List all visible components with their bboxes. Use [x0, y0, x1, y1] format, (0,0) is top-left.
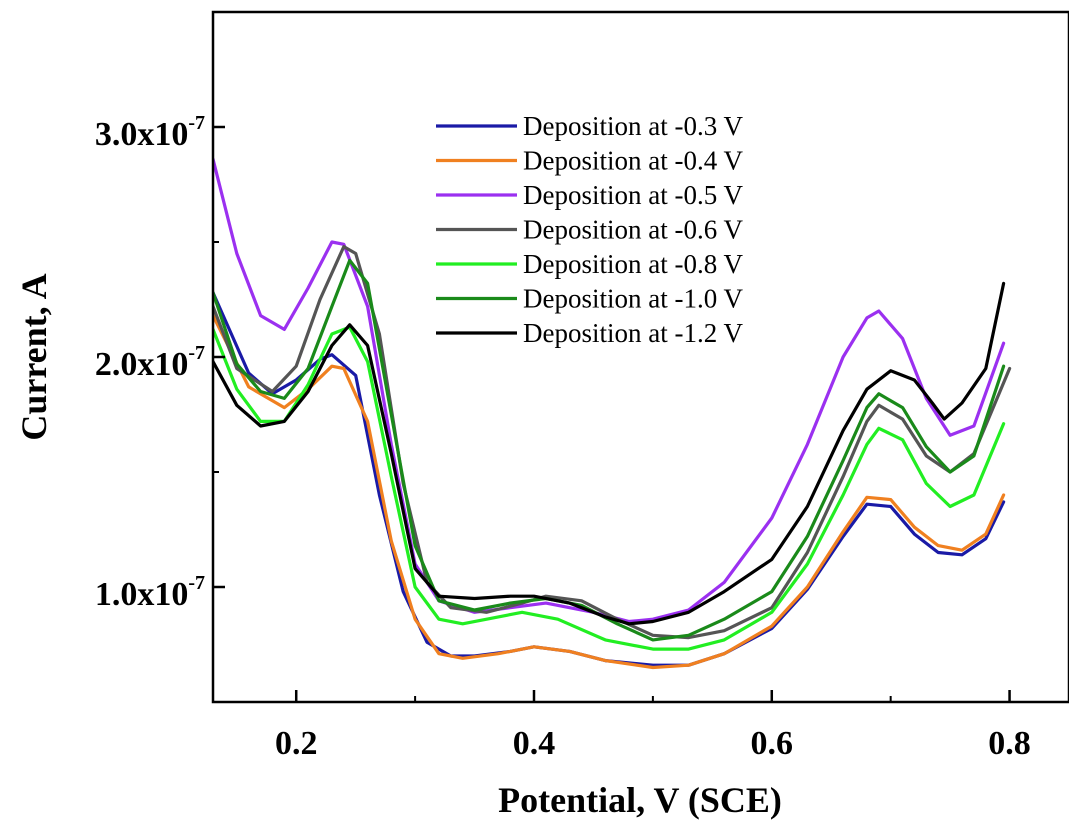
x-tick-label-4: 0.8: [988, 725, 1031, 762]
x-axis-title: Potential, V (SCE): [498, 780, 782, 820]
legend-label-4: Deposition at -0.6 V: [523, 215, 743, 245]
legend-label-3: Deposition at -0.5 V: [523, 180, 743, 210]
legend: Deposition at -0.3 V Deposition at -0.4 V…: [436, 111, 743, 348]
series-layer: [213, 157, 1012, 670]
y-axis-title: Current, A: [14, 273, 54, 440]
legend-label-7: Deposition at -1.2 V: [523, 318, 743, 348]
ticks-layer: 0.2 0.4 0.6 0.8 1.0x10-7 2.0x10-7 3.0x10-7: [95, 112, 1031, 762]
series-line-7: [213, 281, 1006, 626]
y-tick-label-3: 3.0x10-7: [95, 112, 205, 153]
series-line-4: [213, 245, 1012, 640]
legend-label-1: Deposition at -0.3 V: [523, 111, 743, 141]
legend-label-5: Deposition at -0.8 V: [523, 249, 743, 279]
y-tick-label-1: 1.0x10-7: [95, 572, 205, 613]
legend-label-2: Deposition at -0.4 V: [523, 146, 743, 176]
legend-label-6: Deposition at -1.0 V: [523, 284, 743, 314]
x-tick-label-3: 0.6: [751, 725, 794, 762]
x-tick-label-1: 0.2: [275, 725, 318, 762]
y-tick-label-2: 2.0x10-7: [95, 342, 205, 383]
series-line-5: [213, 325, 1006, 651]
series-line-2: [213, 314, 1006, 670]
x-tick-label-2: 0.4: [513, 725, 556, 762]
series-line-6: [213, 258, 1006, 642]
